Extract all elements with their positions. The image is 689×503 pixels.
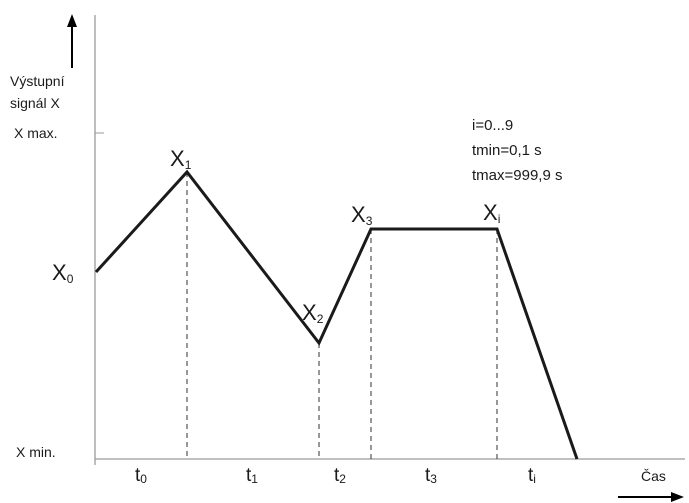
segment-label-t3: t3 [425,465,437,486]
x-axis-title: Čas [641,468,666,484]
y-axis-title-line2: signál X [10,95,60,111]
annotation-tmin: tmin=0,1 s [472,142,542,159]
point-label-x3: X3 [351,202,373,228]
segment-label-t0: t0 [135,465,147,486]
signal-profile-line [94,169,579,460]
point-label-x1: X1 [170,146,192,172]
point-label-x2: X2 [302,300,324,326]
right-arrow-icon [618,492,684,502]
segment-label-t2: t2 [334,465,346,486]
segment-label-ti: ti [528,465,536,486]
x-min-label: X min. [16,444,56,460]
annotation-tmax: tmax=999,9 s [472,167,562,184]
segment-label-t1: t1 [246,465,258,486]
annotation-range: i=0...9 [472,117,513,134]
y-axis-title-line1: Výstupní [10,73,65,89]
x-max-label: X max. [14,125,58,141]
point-label-xi: Xi [483,200,500,226]
point-label-x0: X0 [52,260,74,286]
up-arrow-icon [67,14,77,68]
